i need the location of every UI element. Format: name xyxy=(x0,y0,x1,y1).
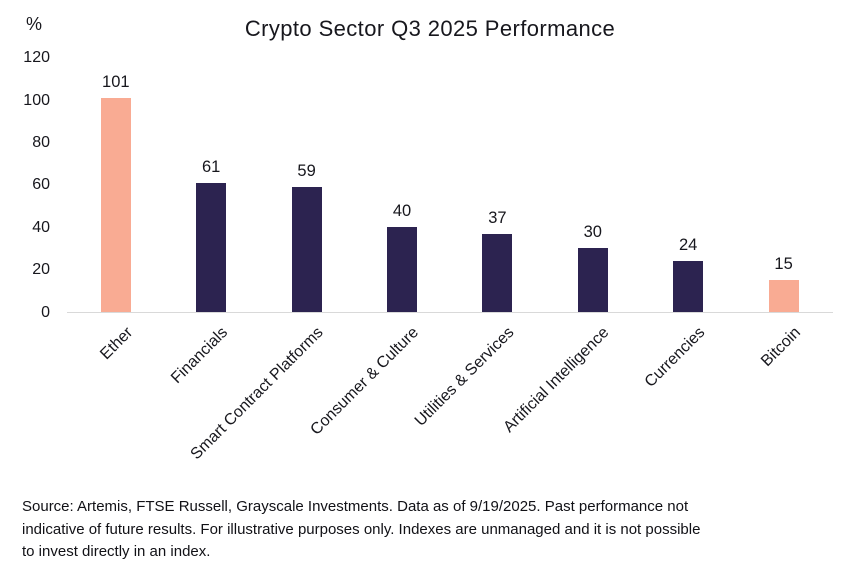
bar-artificial-intelligence xyxy=(577,248,608,312)
y-tick-label: 0 xyxy=(41,303,50,321)
x-axis-category-label: Utilities & Services xyxy=(411,324,518,430)
bar-value-label: 101 xyxy=(102,72,130,91)
bar-bitcoin xyxy=(768,280,799,312)
bar-value-label: 15 xyxy=(774,255,793,274)
y-tick-label: 120 xyxy=(23,49,50,67)
y-tick-label: 80 xyxy=(32,133,50,151)
x-axis-category-label: Ether xyxy=(96,324,136,364)
bar-smart-contract-platforms xyxy=(291,186,322,312)
bar-ether xyxy=(100,97,131,312)
chart-title: Crypto Sector Q3 2025 Performance xyxy=(244,16,616,41)
bar-consumer-culture xyxy=(387,227,417,312)
y-tick-label: 60 xyxy=(32,176,50,194)
bar-currencies xyxy=(673,261,704,312)
bar-value-label: 40 xyxy=(392,202,412,221)
bar-value-label: 24 xyxy=(679,236,698,255)
source-note-line: Source: Artemis, FTSE Russell, Grayscale… xyxy=(22,498,689,515)
bar-value-label: 61 xyxy=(202,157,221,176)
y-tick-label: 20 xyxy=(32,261,50,279)
source-note-line: to invest directly in an index. xyxy=(22,543,211,560)
bar-financials xyxy=(196,182,227,312)
y-tick-label: 40 xyxy=(32,218,50,236)
source-note: Source: Artemis, FTSE Russell, Grayscale… xyxy=(22,496,838,564)
bar-value-label: 59 xyxy=(297,161,316,180)
bar-utilities-services xyxy=(482,233,513,312)
x-axis-category-label: Artificial Intelligence xyxy=(500,324,613,437)
x-axis-line xyxy=(67,312,833,313)
x-axis-category-label: Currencies xyxy=(641,324,709,391)
x-axis-category-label: Financials xyxy=(168,324,232,387)
x-axis-category-label: Consumer & Culture xyxy=(307,324,423,439)
x-axis-category-label: Bitcoin xyxy=(757,324,804,370)
bar-value-label: 37 xyxy=(488,208,507,227)
y-axis-unit-label: % xyxy=(26,14,43,34)
y-tick-label: 100 xyxy=(23,91,50,109)
source-note-line: indicative of future results. For illust… xyxy=(22,520,701,538)
bar-value-label: 30 xyxy=(583,223,602,242)
